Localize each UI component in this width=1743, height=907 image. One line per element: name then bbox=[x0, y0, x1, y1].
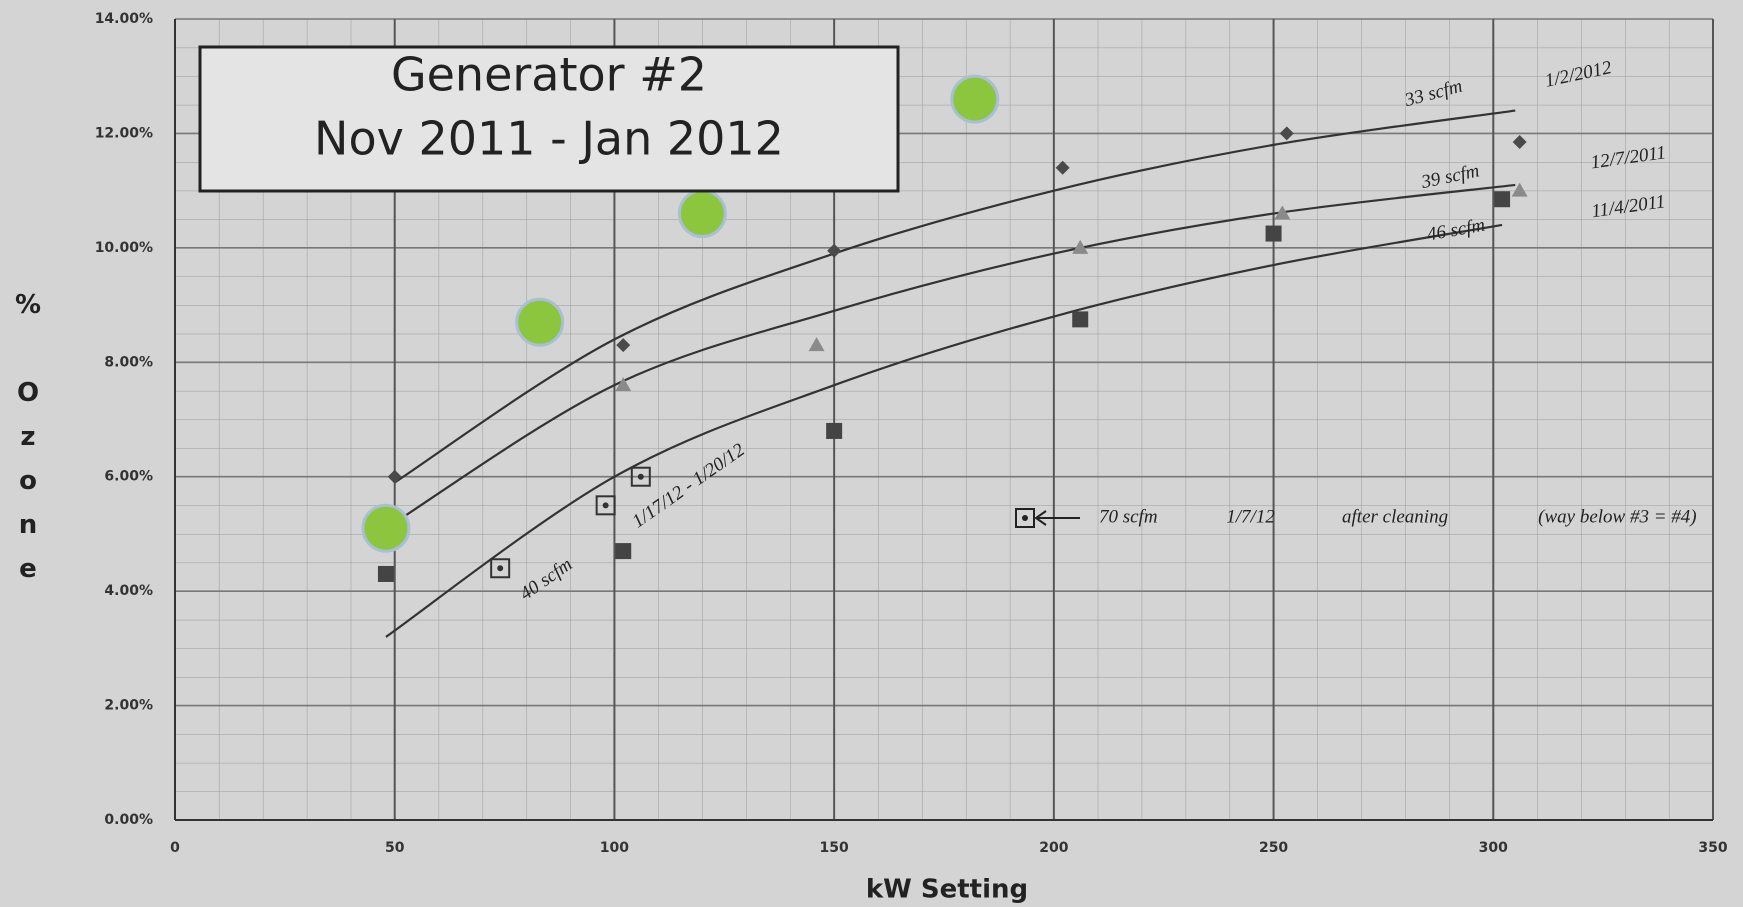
annotation: after cleaning bbox=[1342, 506, 1448, 527]
square-point bbox=[615, 543, 631, 559]
x-tick-label: 0 bbox=[170, 840, 180, 856]
y-tick-label: 2.00% bbox=[104, 698, 153, 714]
chart: 0.00% 2.00% 4.00% 6.00% 8.00% 10.00% 12.00% 14.… bbox=[0, 0, 1743, 907]
dot bbox=[638, 474, 644, 480]
x-tick-label: 200 bbox=[1039, 840, 1068, 856]
chart-subtitle: Nov 2011 - Jan 2012 bbox=[314, 112, 784, 166]
x-tick-label: 50 bbox=[385, 840, 405, 856]
circle-point bbox=[363, 505, 409, 551]
x-tick-label: 250 bbox=[1259, 840, 1288, 856]
square-point bbox=[1494, 191, 1510, 207]
y-tick-label: 12.00% bbox=[95, 125, 153, 141]
circle-point bbox=[952, 76, 998, 122]
square-point bbox=[1072, 311, 1088, 327]
y-tick-label: 0.00% bbox=[104, 812, 153, 828]
square-point bbox=[1266, 226, 1282, 242]
annotation: 1/7/12 bbox=[1226, 506, 1275, 527]
x-tick-label: 100 bbox=[600, 840, 629, 856]
y-tick-label: 10.00% bbox=[95, 240, 153, 256]
circle-point bbox=[517, 299, 563, 345]
chart-title: Generator #2 bbox=[391, 48, 707, 102]
x-tick-label: 300 bbox=[1479, 840, 1508, 856]
x-tick-label: 350 bbox=[1698, 840, 1727, 856]
y-tick-label: 4.00% bbox=[104, 583, 153, 599]
square-point bbox=[826, 423, 842, 439]
annotation: (way below #3 = #4) bbox=[1538, 506, 1696, 527]
x-axis-label: kW Setting bbox=[866, 875, 1028, 905]
y-tick-label: 6.00% bbox=[104, 469, 153, 485]
x-tick-label: 150 bbox=[820, 840, 849, 856]
y-tick-label: 14.00% bbox=[95, 11, 153, 27]
annotation: 70 scfm bbox=[1099, 506, 1158, 527]
circle-point bbox=[679, 191, 725, 237]
dot bbox=[497, 565, 503, 571]
y-tick-label: 8.00% bbox=[104, 354, 153, 370]
y-axis-label: % Ozone bbox=[13, 290, 43, 598]
square-point bbox=[378, 566, 394, 582]
dot bbox=[603, 502, 609, 508]
